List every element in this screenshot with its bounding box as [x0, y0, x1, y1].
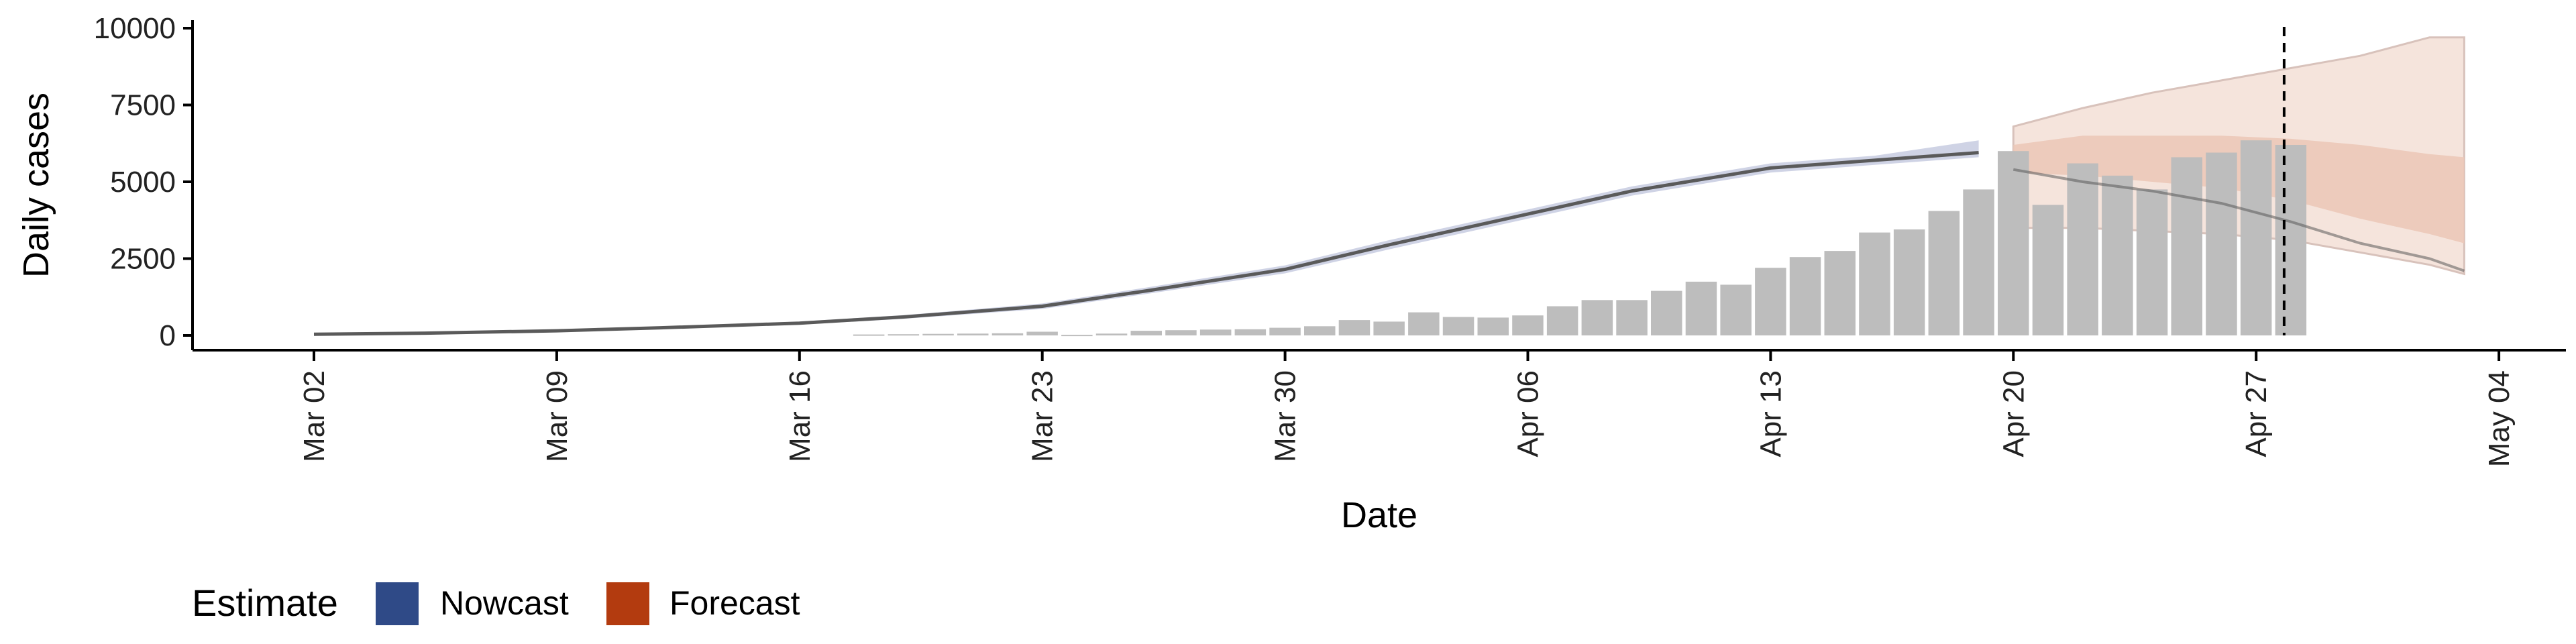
- bar-2020-04-05: [1477, 317, 1509, 335]
- bar-2020-04-02: [1373, 321, 1405, 335]
- bar-2020-04-09: [1616, 300, 1648, 335]
- bar-2020-03-24: [1061, 335, 1093, 337]
- bar-2020-03-23: [1026, 331, 1058, 335]
- bar-2020-04-17: [1893, 229, 1925, 335]
- x-tick-label-2020-03-16: Mar 16: [784, 370, 816, 462]
- bar-2020-04-06: [1512, 315, 1544, 335]
- forecast-median-line: [2012, 168, 2465, 272]
- y-tick-label-5000: 5000: [110, 166, 176, 199]
- x-tick-label-2020-03-09: Mar 09: [541, 370, 574, 462]
- bar-2020-04-26: [2206, 152, 2237, 335]
- bar-2020-04-15: [1824, 251, 1856, 335]
- legend-label-nowcast: Nowcast: [440, 584, 569, 622]
- x-tick-label-2020-05-04: May 04: [2483, 370, 2516, 467]
- bar-2020-03-30: [1269, 327, 1301, 335]
- bar-2020-03-18: [853, 334, 885, 336]
- bar-2020-03-19: [888, 334, 920, 336]
- y-tick-label-0: 0: [160, 319, 176, 352]
- bar-2020-04-19: [1963, 189, 1994, 335]
- bar-2020-04-24: [2136, 189, 2168, 335]
- nowcast-median-line: [313, 151, 1979, 336]
- axes: [191, 20, 2566, 352]
- bar-layer: [853, 140, 2307, 337]
- bar-2020-04-10: [1651, 290, 1682, 335]
- forecast-band-inner: [2013, 136, 2465, 244]
- bar-2020-03-26: [1130, 331, 1162, 335]
- x-tick-label-2020-03-02: Mar 02: [298, 370, 331, 462]
- legend-swatch-nowcast: [376, 582, 419, 625]
- bar-2020-04-14: [1789, 257, 1821, 335]
- y-tick-label-10000: 10000: [94, 12, 176, 45]
- x-tick-label-2020-04-13: Apr 13: [1754, 370, 1787, 458]
- bar-2020-04-01: [1338, 320, 1371, 335]
- y-tick-label-7500: 7500: [110, 89, 176, 122]
- bar-2020-04-23: [2102, 175, 2133, 335]
- x-axis-title: Date: [1341, 495, 1417, 535]
- bar-2020-04-18: [1928, 211, 1960, 335]
- bar-2020-04-28: [2275, 145, 2307, 335]
- median-line-layer: [313, 151, 2465, 336]
- bar-2020-04-20: [1998, 151, 2029, 335]
- bar-2020-03-22: [991, 333, 1024, 335]
- bar-2020-04-12: [1720, 284, 1752, 335]
- bar-2020-03-21: [957, 333, 989, 335]
- x-tick-label-2020-04-06: Apr 06: [1512, 370, 1545, 458]
- y-tick-label-2500: 2500: [110, 243, 176, 276]
- x-tick-label-2020-04-27: Apr 27: [2240, 370, 2273, 458]
- legend-label-forecast: Forecast: [669, 584, 800, 622]
- legend: Estimate Nowcast Forecast: [192, 582, 800, 625]
- y-axis-title: Daily cases: [16, 93, 56, 278]
- bar-2020-03-20: [922, 333, 954, 335]
- legend-swatch-forecast: [606, 582, 649, 625]
- bar-2020-04-11: [1685, 281, 1717, 335]
- bar-2020-03-28: [1199, 329, 1232, 335]
- x-ticks: Mar 02 Mar 09 Mar 16 Mar 23 Mar 30 Apr 06 Apr …: [298, 350, 2516, 467]
- bar-2020-04-03: [1408, 312, 1440, 335]
- x-tick-label-2020-03-23: Mar 23: [1026, 370, 1059, 462]
- bar-2020-04-21: [2032, 205, 2064, 335]
- bar-2020-03-29: [1234, 329, 1267, 335]
- y-ticks: 0 2500 5000 7500 10000: [94, 12, 193, 352]
- bar-2020-04-13: [1755, 268, 1786, 335]
- bar-2020-04-16: [1859, 232, 1890, 335]
- bar-2020-03-31: [1304, 326, 1336, 335]
- bar-2020-04-04: [1442, 317, 1474, 335]
- bar-2020-04-07: [1546, 306, 1578, 335]
- x-tick-label-2020-03-30: Mar 30: [1269, 370, 1302, 462]
- bar-2020-04-25: [2171, 157, 2202, 335]
- bar-2020-03-25: [1095, 333, 1128, 335]
- bar-2020-04-27: [2240, 140, 2272, 335]
- x-tick-label-2020-04-20: Apr 20: [1997, 370, 2030, 458]
- bar-2020-03-27: [1165, 330, 1197, 335]
- bar-2020-04-22: [2067, 163, 2098, 335]
- bar-2020-04-08: [1581, 300, 1613, 335]
- legend-title: Estimate: [192, 582, 338, 624]
